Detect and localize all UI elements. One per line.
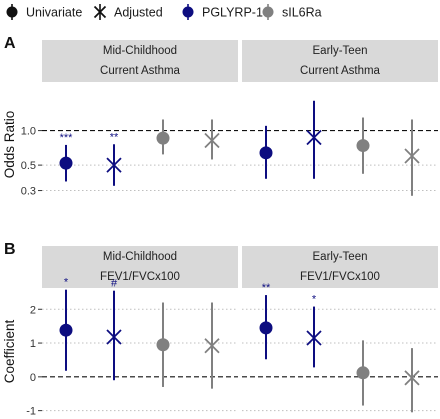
estimate-cross: [404, 148, 420, 164]
estimate-cross-stroke-b: [404, 370, 420, 386]
significance-marker: #: [111, 278, 118, 290]
estimate-dot: [356, 366, 370, 380]
point-pglyrp-1-adjusted: **: [106, 131, 122, 186]
point-pglyrp-1-univariate: *: [59, 277, 73, 371]
point-sil6ra-adjusted: [204, 302, 220, 389]
estimate-cross-stroke-b: [306, 330, 322, 346]
y-tick-label: 1.0: [21, 126, 36, 138]
estimate-cross: [106, 329, 122, 345]
legend-item-pglyrp-1: PGLYRP-1: [182, 4, 263, 20]
panel-label: B: [4, 241, 16, 258]
y-tick-label: -1: [26, 406, 36, 418]
point-sil6ra-univariate: [356, 117, 370, 174]
panel-label: A: [4, 35, 16, 52]
estimate-dot: [356, 139, 370, 153]
facet-strip-label: FEV1/FVCx100: [100, 271, 180, 283]
estimate-cross-stroke-b: [404, 148, 420, 164]
estimate-cross-stroke-b: [306, 129, 322, 146]
legend-symbol-dot: [6, 6, 18, 18]
legend-item-sil6ra: sIL6Ra: [262, 4, 322, 20]
significance-marker: **: [110, 131, 119, 143]
estimate-cross-stroke-b: [106, 157, 122, 173]
y-axis-label: Odds Ratio: [2, 111, 17, 179]
facet-strip-label: Mid-Childhood: [103, 251, 177, 263]
estimate-cross-stroke-b: [204, 132, 220, 149]
facet-strip: [42, 246, 238, 288]
point-sil6ra-univariate: [156, 302, 170, 387]
facet-strip-label: Early-Teen: [313, 251, 368, 263]
estimate-cross-stroke-b: [106, 329, 122, 345]
estimate-cross: [404, 370, 420, 386]
significance-marker: ***: [60, 132, 74, 144]
facet-strip: [242, 246, 438, 288]
point-sil6ra-univariate: [156, 119, 170, 155]
estimate-cross: [306, 129, 322, 146]
y-tick-label: 0: [30, 372, 36, 384]
facet-strip-label: Current Asthma: [300, 65, 380, 77]
point-pglyrp-1-univariate: ***: [59, 132, 74, 182]
point-pglyrp-1-adjusted: [306, 100, 322, 179]
y-tick-label: 1: [30, 338, 36, 350]
facet-strip-label: FEV1/FVCx100: [300, 271, 380, 283]
estimate-dot: [156, 131, 170, 145]
point-pglyrp-1-univariate: **: [259, 282, 273, 360]
point-pglyrp-1-adjusted: *: [306, 294, 322, 368]
legend-label: sIL6Ra: [282, 6, 322, 20]
point-sil6ra-adjusted: [404, 119, 420, 196]
legend-item-adjusted: Adjusted: [93, 4, 163, 20]
significance-marker: *: [64, 277, 69, 289]
legend: Univariate Adjusted PGLYRP-1 sIL6Ra: [6, 4, 322, 20]
point-pglyrp-1-univariate: [259, 125, 273, 179]
estimate-cross: [106, 157, 122, 173]
panel-a: A Odds Ratio 0.3 0.5 1.0 Mid-Childhood Current…: [2, 35, 438, 198]
legend-label: Univariate: [26, 6, 82, 20]
y-tick-label: 2: [30, 304, 36, 316]
estimate-dot: [59, 156, 73, 170]
facet-strip: [42, 40, 238, 82]
estimate-dot: [59, 323, 73, 337]
legend-symbol-cross: [93, 5, 107, 19]
estimate-dot: [259, 146, 273, 160]
y-tick-label: 0.3: [21, 186, 36, 198]
panels: A Odds Ratio 0.3 0.5 1.0 Mid-Childhood Current…: [2, 35, 438, 418]
facet-strip-label: Early-Teen: [313, 45, 368, 57]
point-sil6ra-adjusted: [204, 119, 220, 160]
facet-strip: [242, 40, 438, 82]
estimate-cross-stroke-b: [204, 338, 220, 354]
estimate-cross: [204, 338, 220, 354]
legend-item-univariate: Univariate: [6, 4, 82, 20]
point-sil6ra-univariate: [356, 340, 370, 406]
panel-b: B Coefficient -1 0 1 2 Mid-Childhood FEV1/FVCx1…: [2, 241, 438, 418]
facet-strip-label: Current Asthma: [100, 65, 180, 77]
estimate-dot: [259, 321, 273, 335]
facet-2: Early-Teen Current Asthma: [242, 40, 438, 196]
estimate-dot: [156, 338, 170, 352]
y-tick-label: 0.5: [21, 160, 36, 172]
significance-marker: **: [262, 282, 271, 294]
point-pglyrp-1-adjusted: #: [106, 278, 122, 381]
legend-symbol-cross-stroke-b: [93, 5, 107, 19]
facet-1: Mid-Childhood FEV1/FVCx100 * #: [42, 246, 238, 412]
legend-label: Adjusted: [114, 6, 163, 20]
legend-symbol-dot: [262, 6, 274, 18]
estimate-cross: [204, 132, 220, 149]
significance-marker: *: [312, 294, 317, 306]
point-sil6ra-adjusted: [404, 348, 420, 413]
legend-symbol-dot: [182, 6, 194, 18]
facet-strip-label: Mid-Childhood: [103, 45, 177, 57]
estimate-cross: [306, 330, 322, 346]
y-axis-label: Coefficient: [2, 319, 17, 383]
legend-label: PGLYRP-1: [202, 6, 263, 20]
